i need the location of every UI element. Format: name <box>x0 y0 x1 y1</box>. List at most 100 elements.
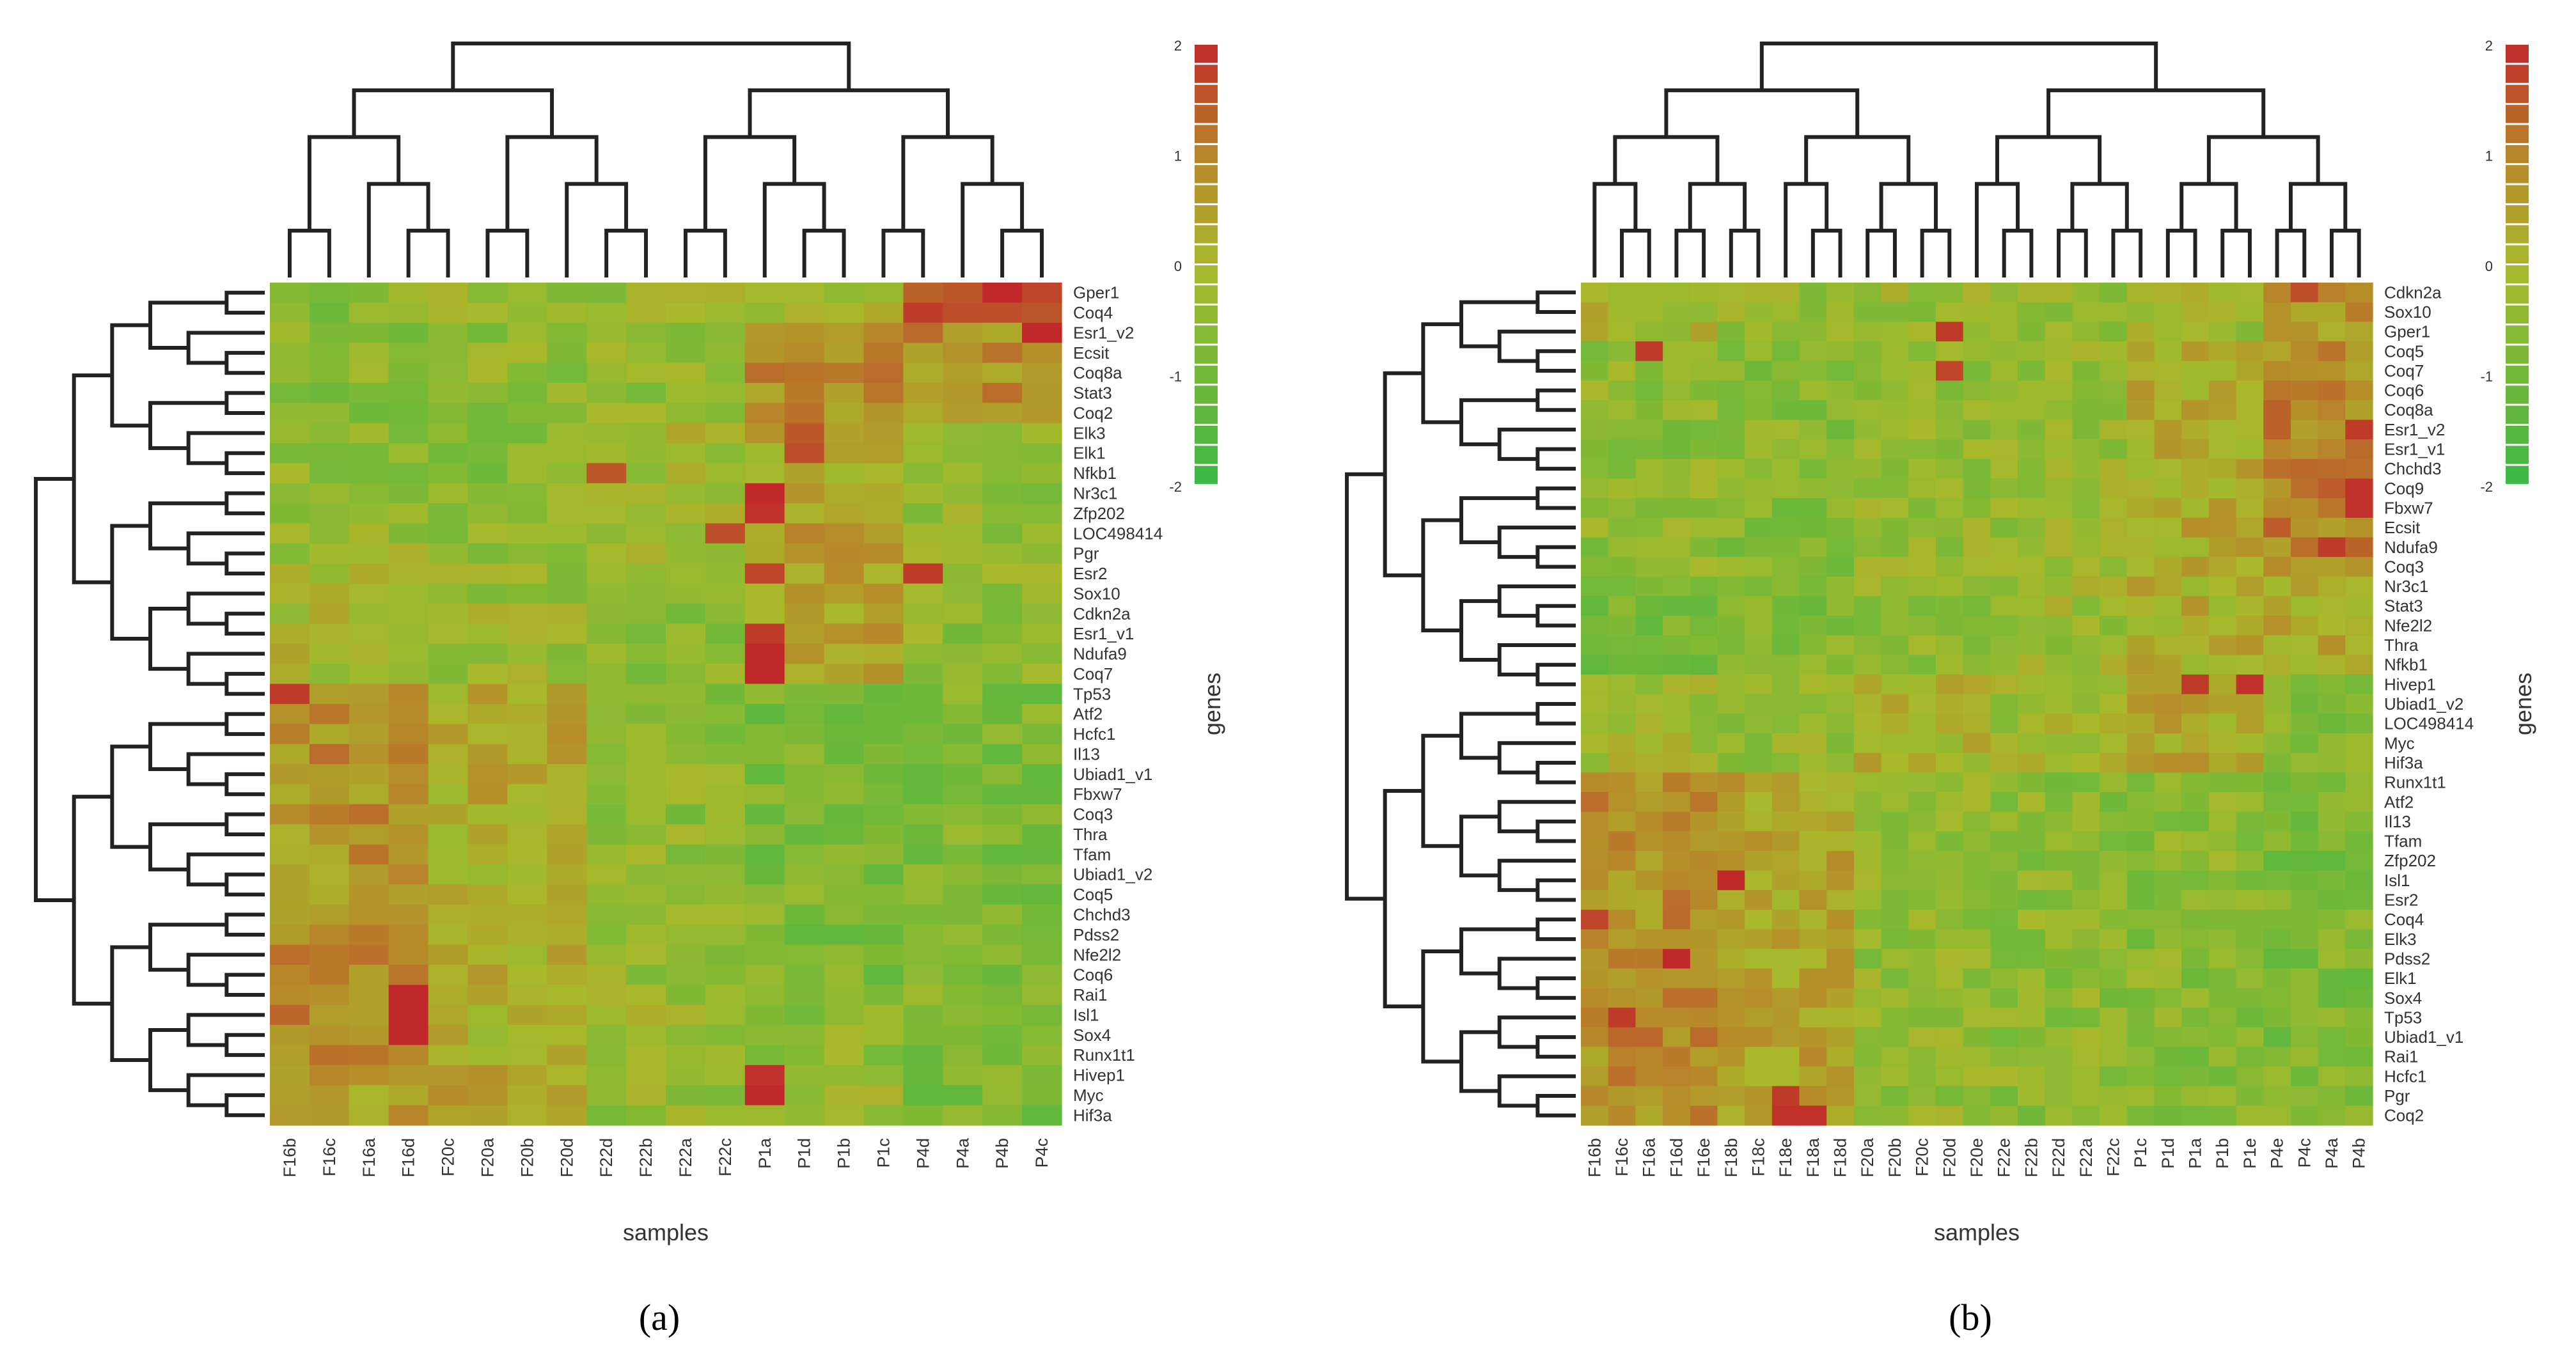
heatmap-cell <box>2154 341 2182 362</box>
heatmap-cell <box>428 1105 469 1126</box>
heatmap-cell <box>388 1105 429 1126</box>
heatmap-cell <box>428 744 469 765</box>
heatmap-cell <box>1022 523 1062 544</box>
heatmap-cell <box>784 604 825 625</box>
heatmap-cell <box>2318 341 2346 362</box>
heatmap-cell <box>428 543 469 564</box>
heatmap-cell <box>1881 341 1909 362</box>
row-label: Thra <box>1073 825 1108 844</box>
heatmap-cell <box>863 704 904 724</box>
heatmap-cell <box>1581 694 1609 714</box>
heatmap-cell <box>1771 753 1800 773</box>
heatmap-cell <box>1663 517 1691 538</box>
column-label: P4a <box>2322 1137 2341 1169</box>
heatmap-cell <box>2236 988 2264 1008</box>
heatmap-cell <box>2318 772 2346 793</box>
heatmap-cell <box>1771 890 1800 910</box>
heatmap-cell <box>2045 929 2073 949</box>
heatmap-cell <box>626 864 666 886</box>
heatmap-cell <box>2345 675 2373 695</box>
heatmap-cell <box>784 925 825 946</box>
heatmap-cell <box>2072 772 2100 793</box>
heatmap-cell <box>863 1065 904 1086</box>
heatmap-cell <box>547 583 587 604</box>
heatmap-cell <box>1608 302 1636 322</box>
heatmap-cell <box>1881 576 1909 597</box>
heatmap-cell <box>270 1105 310 1126</box>
heatmap-cell <box>1608 968 1636 989</box>
heatmap-cell <box>507 944 547 965</box>
heatmap-cell <box>1963 1008 1991 1028</box>
heatmap-cell <box>626 403 666 424</box>
heatmap-cell <box>1853 439 1882 460</box>
heatmap-cell <box>428 563 469 584</box>
heatmap-cell <box>270 985 310 1006</box>
dendrogram-branch <box>2329 228 2361 277</box>
heatmap-cell <box>2018 909 2046 930</box>
heatmap-cell <box>1826 831 1855 852</box>
dendrogram-branch <box>186 591 265 626</box>
heatmap-cell <box>1635 439 1663 460</box>
heatmap-cell <box>2345 988 2373 1008</box>
heatmap-cell <box>2126 1047 2155 1067</box>
heatmap-cell <box>2208 302 2237 322</box>
heatmap-cell <box>586 1085 627 1106</box>
heatmap-cell <box>586 925 627 946</box>
heatmap-cell <box>626 1045 666 1066</box>
heatmap-cell <box>705 824 746 845</box>
heatmap-cell <box>1799 322 1827 342</box>
heatmap-cell <box>824 503 865 524</box>
column-labels: F16b F16c F16a F16d F16e F18b F18c F18e F18a F18d… <box>1585 1137 2368 1178</box>
dendrogram-branch <box>224 611 265 636</box>
heatmap-panel-b: Cdkn2aSox10Gper1Coq5Coq7Coq6Coq8aEsr1_v2… <box>1345 38 2536 1338</box>
heatmap-cell <box>2290 419 2319 440</box>
heatmap-cell <box>1881 675 1909 695</box>
heatmap-cell <box>705 503 746 524</box>
heatmap-cell <box>1022 343 1062 364</box>
heatmap-cell <box>1745 380 1773 401</box>
heatmap-cell <box>2100 792 2128 813</box>
heatmap-cell <box>1608 1086 1636 1106</box>
heatmap-cell <box>1881 557 1909 577</box>
heatmap-cell <box>2236 1086 2264 1106</box>
heatmap-cell <box>2345 322 2373 342</box>
column-label: P4c <box>2295 1138 2314 1168</box>
heatmap-cell <box>1963 909 1991 930</box>
heatmap-cell <box>626 463 666 484</box>
heatmap-cell <box>1717 988 1745 1008</box>
heatmap-cell <box>2100 1027 2128 1047</box>
heatmap-cell <box>1690 811 1718 832</box>
heatmap-cell <box>467 363 508 384</box>
heatmap-cell <box>1963 1047 1991 1067</box>
heatmap-cell <box>744 423 785 444</box>
heatmap-cell <box>1826 850 1855 871</box>
heatmap-cell <box>2263 283 2291 303</box>
heatmap-cell <box>1608 811 1636 832</box>
heatmap-cell <box>1022 884 1062 905</box>
heatmap-cell <box>2290 968 2319 989</box>
heatmap-cell <box>349 403 389 424</box>
dendrogram-branch <box>1613 135 1720 184</box>
heatmap-cell <box>2018 400 2046 421</box>
heatmap-cell <box>1663 733 1691 754</box>
dendrogram-branch <box>2275 228 2307 277</box>
heatmap-cell <box>1990 635 2018 655</box>
dendrogram-branch <box>1759 42 2158 91</box>
heatmap-cell <box>547 904 587 925</box>
dendrogram-branch <box>485 228 530 277</box>
heatmap-cell <box>1022 322 1062 343</box>
heatmap-cell <box>2236 733 2264 754</box>
heatmap-cell <box>1963 870 1991 891</box>
heatmap-cell <box>1963 1086 1991 1106</box>
heatmap-cell <box>309 884 350 905</box>
heatmap-cell <box>1717 753 1745 773</box>
heatmap-cell <box>507 784 547 805</box>
heatmap-cell <box>349 1025 389 1046</box>
heatmap-cell <box>1745 419 1773 440</box>
heatmap-cell <box>1608 1008 1636 1028</box>
heatmap-cell <box>1635 929 1663 949</box>
heatmap-cell <box>1908 968 1936 989</box>
heatmap-cell <box>2072 792 2100 813</box>
heatmap-cell <box>666 623 706 644</box>
heatmap-cell <box>626 1105 666 1126</box>
